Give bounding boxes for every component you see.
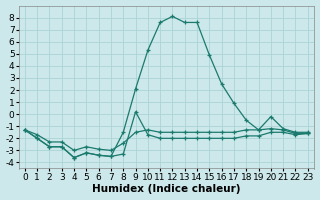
X-axis label: Humidex (Indice chaleur): Humidex (Indice chaleur) bbox=[92, 184, 241, 194]
